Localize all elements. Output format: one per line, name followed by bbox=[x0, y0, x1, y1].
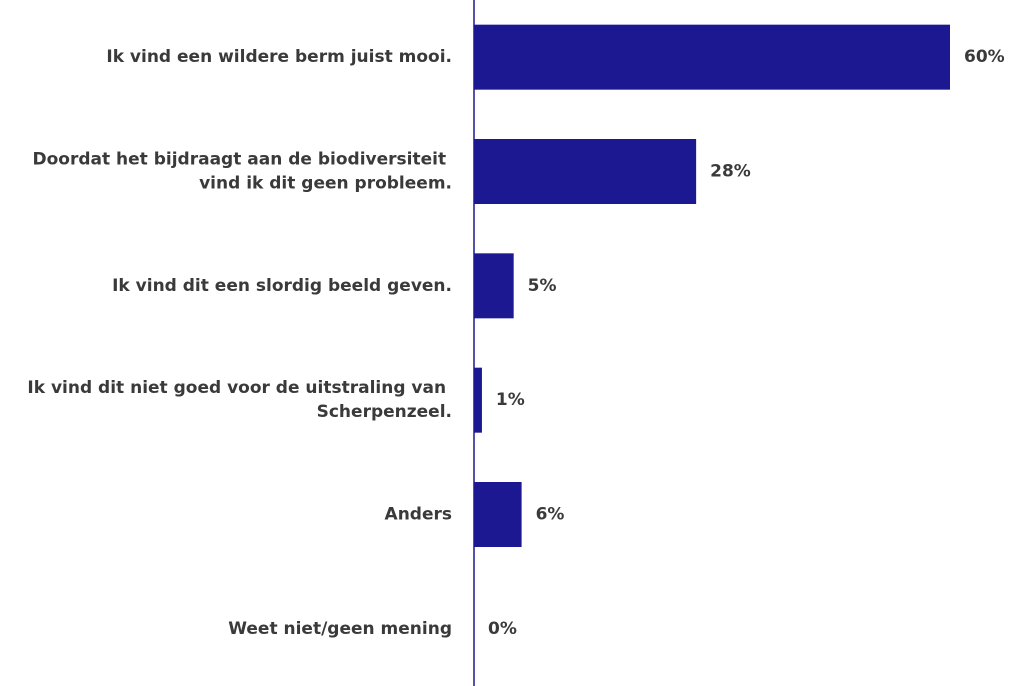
category-label: Weet niet/geen mening bbox=[228, 619, 452, 639]
bar bbox=[474, 24, 950, 90]
category-label: Anders bbox=[385, 505, 452, 525]
bar bbox=[474, 139, 697, 204]
category-label: Ik vind een wildere berm juist mooi. bbox=[106, 47, 452, 67]
value-label: 0% bbox=[488, 619, 517, 639]
value-label: 5% bbox=[528, 276, 557, 296]
bar bbox=[474, 367, 482, 433]
category-label: Ik vind dit niet goed voor de uitstralin… bbox=[27, 378, 452, 422]
value-label: 60% bbox=[964, 47, 1005, 67]
category-label: Doordat het bijdraagt aan de biodiversit… bbox=[33, 150, 452, 194]
value-label: 28% bbox=[710, 162, 751, 182]
bar bbox=[474, 253, 514, 319]
bar bbox=[474, 482, 522, 547]
value-label: 6% bbox=[536, 505, 565, 525]
category-label: Ik vind dit een slordig beeld geven. bbox=[112, 276, 452, 296]
value-label: 1% bbox=[496, 390, 525, 410]
